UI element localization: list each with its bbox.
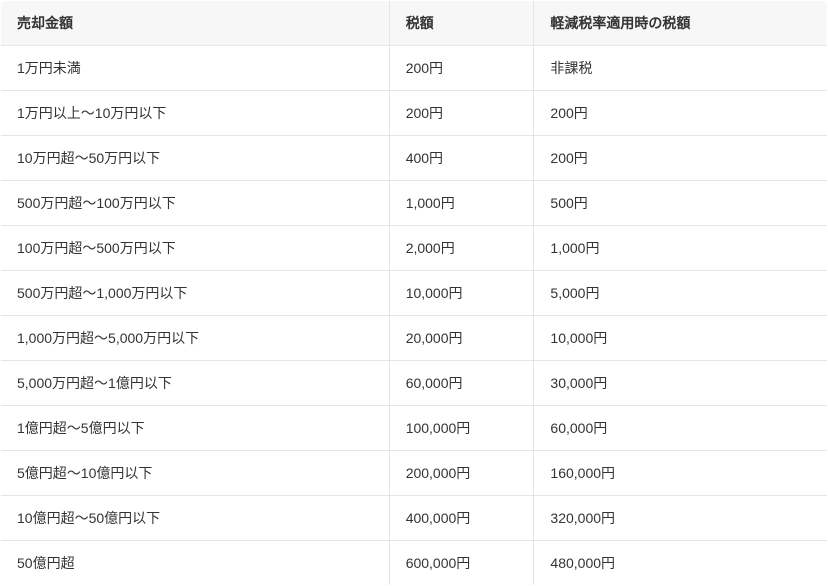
cell-tax: 10,000円 bbox=[389, 271, 534, 316]
tax-table: 売却金額 税額 軽減税率適用時の税額 1万円未満 200円 非課税 1万円以上～… bbox=[0, 0, 828, 586]
table-row: 5,000万円超～1億円以下 60,000円 30,000円 bbox=[1, 361, 828, 406]
cell-reduced-tax: 30,000円 bbox=[534, 361, 828, 406]
cell-reduced-tax: 1,000円 bbox=[534, 226, 828, 271]
column-header-tax: 税額 bbox=[389, 1, 534, 46]
table-row: 50億円超 600,000円 480,000円 bbox=[1, 541, 828, 586]
table-row: 1万円未満 200円 非課税 bbox=[1, 46, 828, 91]
cell-tax: 200円 bbox=[389, 91, 534, 136]
table-row: 5億円超～10億円以下 200,000円 160,000円 bbox=[1, 451, 828, 496]
cell-tax: 200円 bbox=[389, 46, 534, 91]
table-row: 10億円超～50億円以下 400,000円 320,000円 bbox=[1, 496, 828, 541]
cell-reduced-tax: 320,000円 bbox=[534, 496, 828, 541]
cell-tax: 1,000円 bbox=[389, 181, 534, 226]
table-body: 1万円未満 200円 非課税 1万円以上～10万円以下 200円 200円 10… bbox=[1, 46, 828, 586]
table-row: 10万円超～50万円以下 400円 200円 bbox=[1, 136, 828, 181]
cell-amount: 5,000万円超～1億円以下 bbox=[1, 361, 390, 406]
cell-tax: 400,000円 bbox=[389, 496, 534, 541]
cell-amount: 100万円超～500万円以下 bbox=[1, 226, 390, 271]
cell-amount: 1,000万円超～5,000万円以下 bbox=[1, 316, 390, 361]
cell-amount: 50億円超 bbox=[1, 541, 390, 586]
cell-amount: 1万円以上～10万円以下 bbox=[1, 91, 390, 136]
table-row: 1億円超～5億円以下 100,000円 60,000円 bbox=[1, 406, 828, 451]
table-header-row: 売却金額 税額 軽減税率適用時の税額 bbox=[1, 1, 828, 46]
cell-tax: 20,000円 bbox=[389, 316, 534, 361]
cell-amount: 1万円未満 bbox=[1, 46, 390, 91]
table-row: 1,000万円超～5,000万円以下 20,000円 10,000円 bbox=[1, 316, 828, 361]
cell-tax: 200,000円 bbox=[389, 451, 534, 496]
cell-reduced-tax: 10,000円 bbox=[534, 316, 828, 361]
cell-reduced-tax: 200円 bbox=[534, 136, 828, 181]
table-row: 100万円超～500万円以下 2,000円 1,000円 bbox=[1, 226, 828, 271]
cell-tax: 60,000円 bbox=[389, 361, 534, 406]
cell-amount: 5億円超～10億円以下 bbox=[1, 451, 390, 496]
cell-tax: 2,000円 bbox=[389, 226, 534, 271]
cell-reduced-tax: 480,000円 bbox=[534, 541, 828, 586]
cell-tax: 400円 bbox=[389, 136, 534, 181]
cell-amount: 10億円超～50億円以下 bbox=[1, 496, 390, 541]
cell-amount: 10万円超～50万円以下 bbox=[1, 136, 390, 181]
cell-reduced-tax: 500円 bbox=[534, 181, 828, 226]
cell-tax: 600,000円 bbox=[389, 541, 534, 586]
cell-reduced-tax: 160,000円 bbox=[534, 451, 828, 496]
column-header-reduced-tax: 軽減税率適用時の税額 bbox=[534, 1, 828, 46]
table-row: 500万円超～100万円以下 1,000円 500円 bbox=[1, 181, 828, 226]
column-header-amount: 売却金額 bbox=[1, 1, 390, 46]
cell-amount: 500万円超～100万円以下 bbox=[1, 181, 390, 226]
cell-reduced-tax: 60,000円 bbox=[534, 406, 828, 451]
table-row: 500万円超～1,000万円以下 10,000円 5,000円 bbox=[1, 271, 828, 316]
cell-amount: 500万円超～1,000万円以下 bbox=[1, 271, 390, 316]
cell-reduced-tax: 非課税 bbox=[534, 46, 828, 91]
cell-reduced-tax: 5,000円 bbox=[534, 271, 828, 316]
table-row: 1万円以上～10万円以下 200円 200円 bbox=[1, 91, 828, 136]
cell-reduced-tax: 200円 bbox=[534, 91, 828, 136]
cell-amount: 1億円超～5億円以下 bbox=[1, 406, 390, 451]
cell-tax: 100,000円 bbox=[389, 406, 534, 451]
